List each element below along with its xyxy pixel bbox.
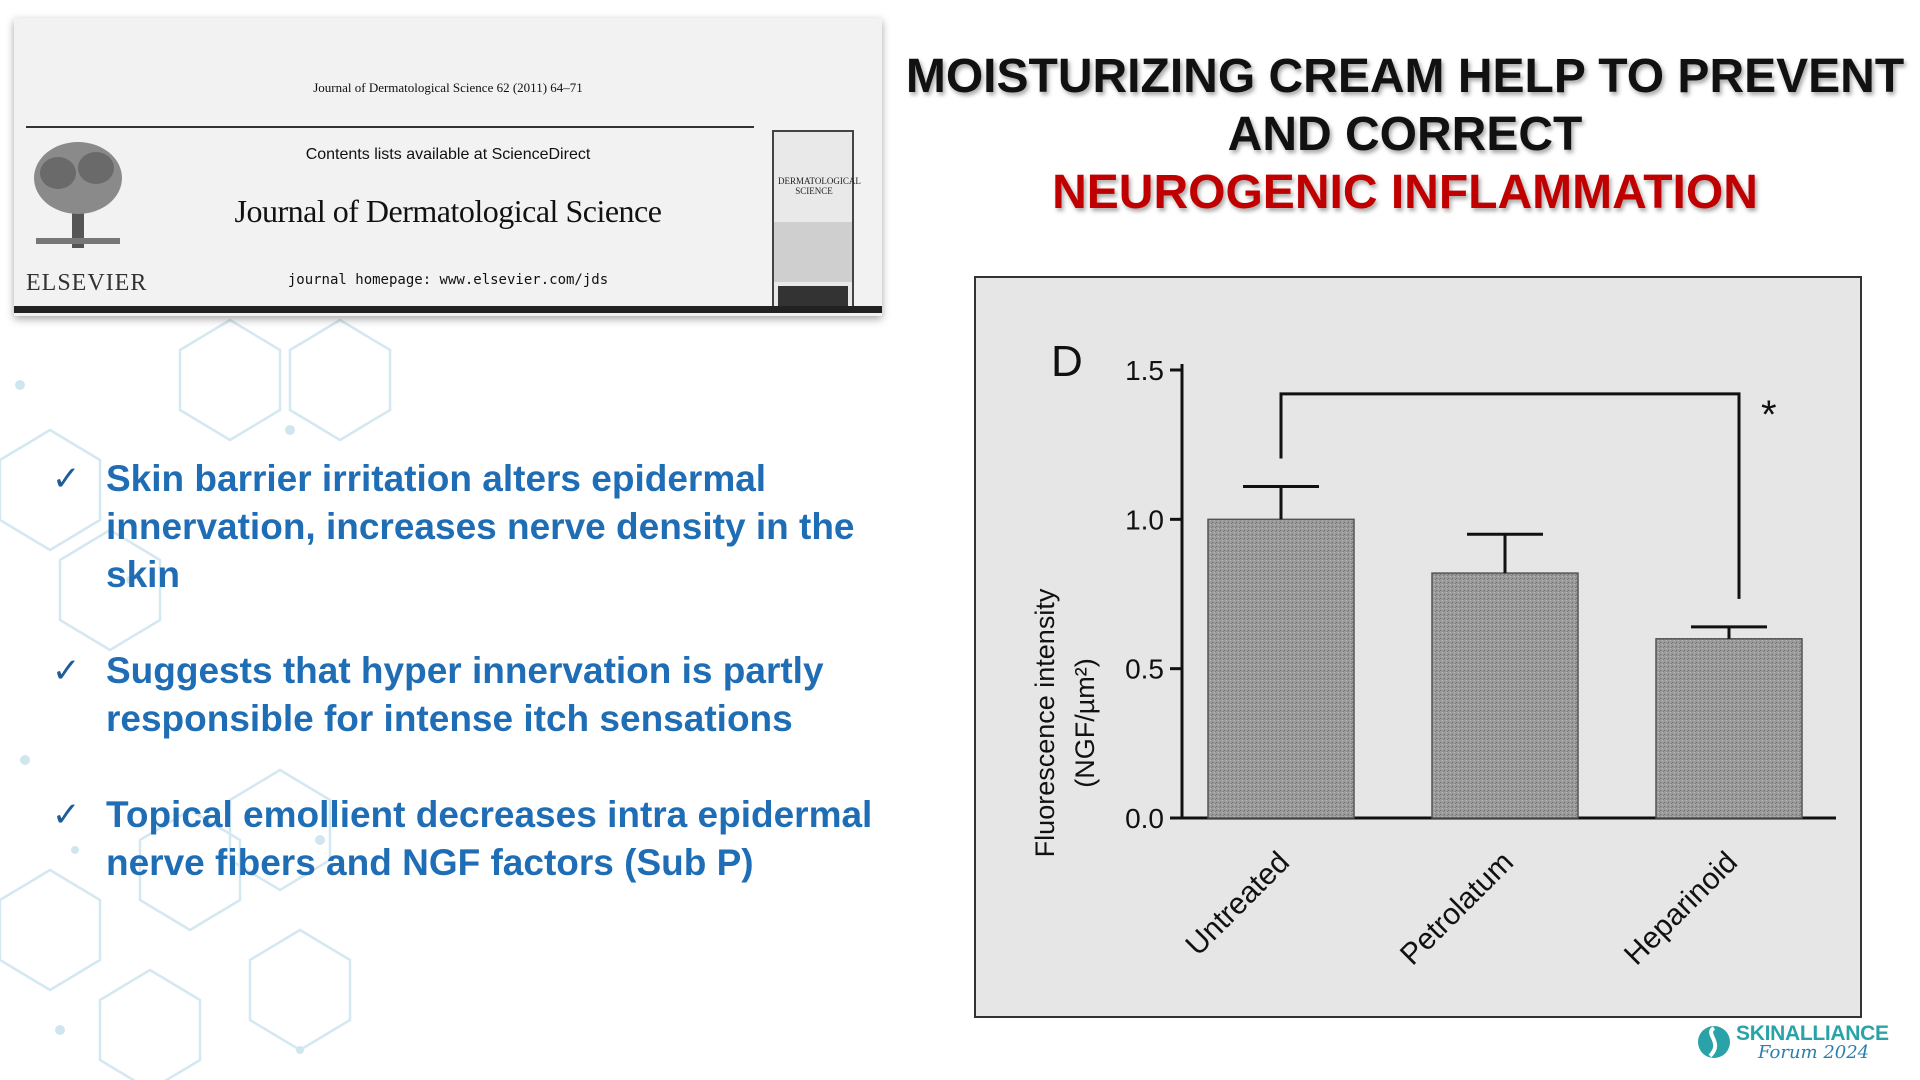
x-tick-label: Heparinoid — [1618, 846, 1744, 972]
y-tick-label: 1.0 — [1125, 504, 1164, 535]
cover-dark-band — [778, 286, 848, 306]
bar-chart-panel: D Fluorescence intensity (NGF/µm²) 0.0 0.… — [974, 276, 1862, 1018]
journal-citation: Journal of Dermatological Science 62 (20… — [313, 80, 583, 95]
divider — [26, 126, 754, 128]
bullet-text: Topical emollient decreases intra epider… — [106, 794, 873, 883]
elsevier-tree-logo — [34, 142, 122, 248]
journal-cover-thumbnail: DERMATOLOGICAL SCIENCE — [772, 130, 861, 312]
y-axis-label-units: (NGF/µm²) — [1070, 658, 1100, 788]
bar-heparinoid — [1655, 638, 1803, 819]
journal-name: Journal of Dermatological Science — [234, 193, 662, 229]
title-line-1: MOISTURIZING CREAM HELP TO PREVENT — [905, 50, 1905, 103]
journal-header-image: Journal of Dermatological Science 62 (20… — [14, 18, 882, 316]
skinalliance-logo: SKINALLIANCE Forum 2024 — [1696, 1022, 1906, 1066]
bar-untreated — [1207, 518, 1355, 819]
bullet-item: ✓ Suggests that hyper innervation is par… — [52, 647, 892, 743]
bullet-item: ✓ Topical emollient decreases intra epid… — [52, 791, 892, 887]
logo-swirl-icon — [1698, 1026, 1730, 1058]
y-tick-label: 1.5 — [1125, 355, 1164, 386]
bullet-list: ✓ Skin barrier irritation alters epiderm… — [52, 455, 892, 935]
slide-title: MOISTURIZING CREAM HELP TO PREVENT AND C… — [900, 48, 1910, 222]
journal-homepage: journal homepage: www.elsevier.com/jds — [287, 272, 609, 288]
bullet-text: Skin barrier irritation alters epidermal… — [106, 458, 855, 595]
bar-petrolatum — [1431, 572, 1579, 819]
panel-label: D — [1051, 337, 1083, 386]
significance-bracket — [1279, 392, 1741, 599]
significance-star: * — [1761, 393, 1777, 437]
y-tick-label: 0.5 — [1125, 654, 1164, 685]
bullet-item: ✓ Skin barrier irritation alters epiderm… — [52, 455, 892, 599]
cover-title: DERMATOLOGICAL SCIENCE — [778, 176, 861, 196]
logo-subtitle: Forum 2024 — [1758, 1042, 1870, 1063]
y-axis-label: Fluorescence intensity — [1030, 588, 1060, 857]
checkmark-icon: ✓ — [52, 459, 81, 499]
cover-band — [774, 222, 852, 282]
x-tick-label: Untreated — [1179, 846, 1295, 962]
checkmark-icon: ✓ — [52, 651, 81, 691]
contents-line: Contents lists available at ScienceDirec… — [305, 146, 591, 163]
checkmark-icon: ✓ — [52, 795, 81, 835]
divider-bottom — [14, 306, 882, 313]
hexagon-pattern-background — [0, 318, 392, 1080]
publisher-name: ELSEVIER — [26, 270, 148, 296]
bar-chart: D Fluorescence intensity (NGF/µm²) 0.0 0.… — [1030, 337, 1836, 972]
x-tick-label: Petrolatum — [1394, 846, 1520, 972]
title-line-3: NEUROGENIC INFLAMMATION — [1052, 166, 1758, 219]
y-tick-label: 0.0 — [1125, 803, 1164, 834]
title-line-2: AND CORRECT — [1227, 108, 1583, 161]
logo-name: SKINALLIANCE — [1736, 1022, 1889, 1045]
bullet-text: Suggests that hyper innervation is partl… — [106, 650, 824, 739]
